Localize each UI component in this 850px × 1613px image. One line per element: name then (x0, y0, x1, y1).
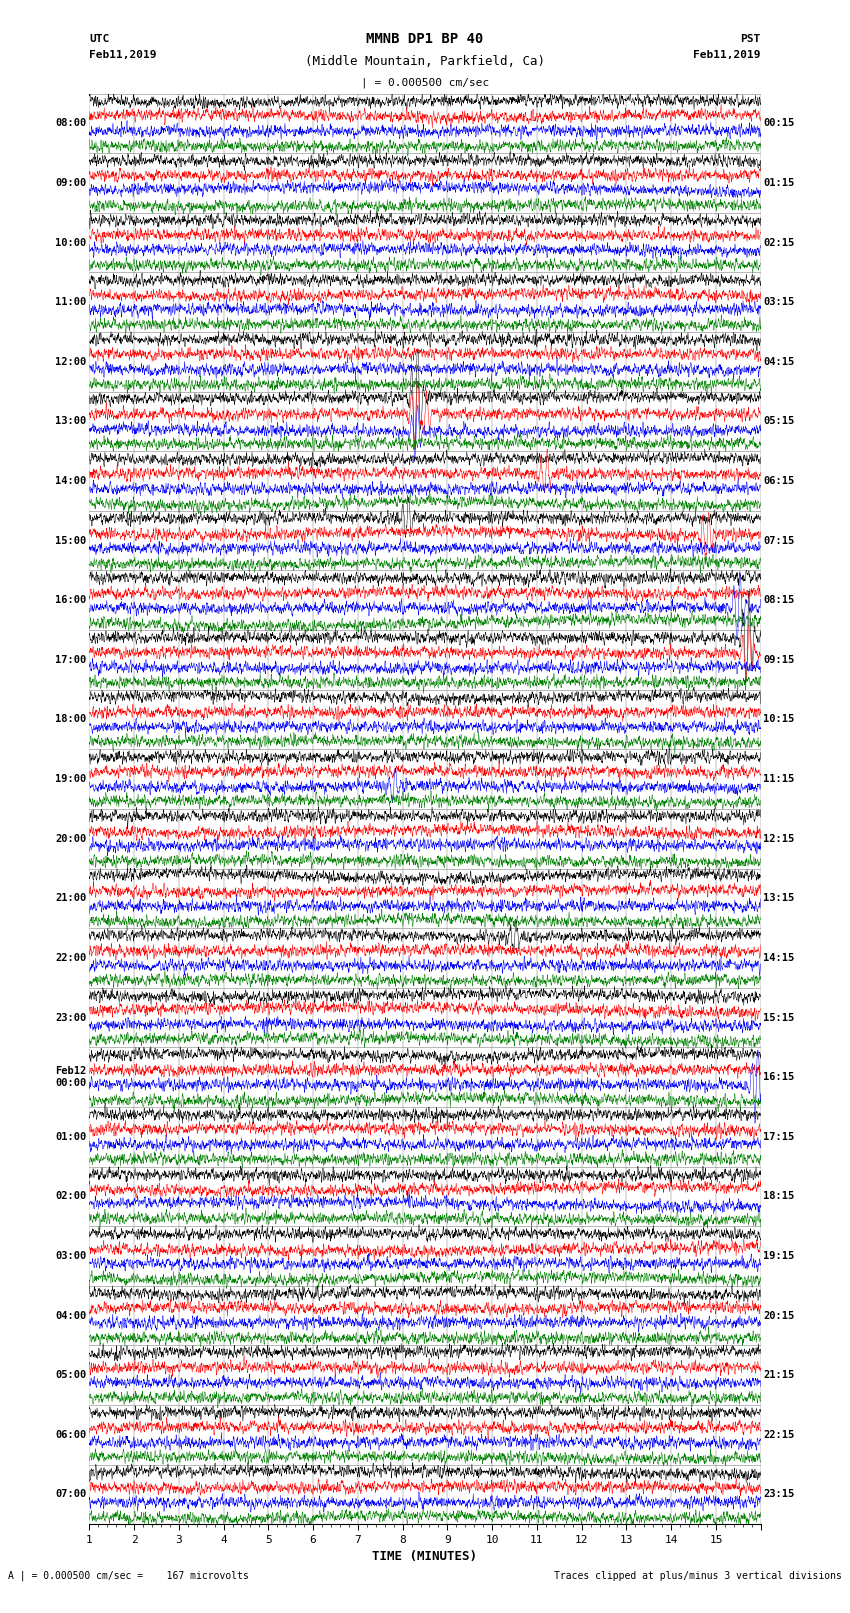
Text: 07:00: 07:00 (55, 1489, 87, 1500)
Text: Feb11,2019: Feb11,2019 (89, 50, 156, 60)
Text: 14:00: 14:00 (55, 476, 87, 486)
Text: 15:15: 15:15 (763, 1013, 795, 1023)
Text: 09:00: 09:00 (55, 177, 87, 189)
Text: 05:15: 05:15 (763, 416, 795, 426)
Text: 18:15: 18:15 (763, 1192, 795, 1202)
Text: 14:15: 14:15 (763, 953, 795, 963)
Text: 04:00: 04:00 (55, 1311, 87, 1321)
Text: | = 0.000500 cm/sec: | = 0.000500 cm/sec (361, 77, 489, 89)
Text: 21:15: 21:15 (763, 1371, 795, 1381)
Text: 10:15: 10:15 (763, 715, 795, 724)
Text: PST: PST (740, 34, 761, 44)
Text: 21:00: 21:00 (55, 894, 87, 903)
Text: 04:15: 04:15 (763, 356, 795, 366)
Text: 03:15: 03:15 (763, 297, 795, 306)
Text: 00:15: 00:15 (763, 118, 795, 129)
Text: 05:00: 05:00 (55, 1371, 87, 1381)
Text: 19:00: 19:00 (55, 774, 87, 784)
Text: 07:15: 07:15 (763, 536, 795, 545)
Text: 16:15: 16:15 (763, 1073, 795, 1082)
Text: 01:00: 01:00 (55, 1132, 87, 1142)
Text: 19:15: 19:15 (763, 1252, 795, 1261)
Text: 15:00: 15:00 (55, 536, 87, 545)
Text: 17:00: 17:00 (55, 655, 87, 665)
Text: 13:15: 13:15 (763, 894, 795, 903)
Text: Feb12
00:00: Feb12 00:00 (55, 1066, 87, 1089)
Text: 02:00: 02:00 (55, 1192, 87, 1202)
Text: 12:15: 12:15 (763, 834, 795, 844)
Text: 13:00: 13:00 (55, 416, 87, 426)
Text: 01:15: 01:15 (763, 177, 795, 189)
Text: 09:15: 09:15 (763, 655, 795, 665)
Text: 20:00: 20:00 (55, 834, 87, 844)
Text: 22:15: 22:15 (763, 1429, 795, 1440)
Text: 02:15: 02:15 (763, 237, 795, 247)
Text: 17:15: 17:15 (763, 1132, 795, 1142)
Text: (Middle Mountain, Parkfield, Ca): (Middle Mountain, Parkfield, Ca) (305, 55, 545, 68)
Text: MMNB DP1 BP 40: MMNB DP1 BP 40 (366, 32, 484, 47)
Text: 10:00: 10:00 (55, 237, 87, 247)
Text: 23:15: 23:15 (763, 1489, 795, 1500)
Text: UTC: UTC (89, 34, 110, 44)
Text: 12:00: 12:00 (55, 356, 87, 366)
Text: 18:00: 18:00 (55, 715, 87, 724)
X-axis label: TIME (MINUTES): TIME (MINUTES) (372, 1550, 478, 1563)
Text: A | = 0.000500 cm/sec =    167 microvolts: A | = 0.000500 cm/sec = 167 microvolts (8, 1569, 249, 1581)
Text: 08:15: 08:15 (763, 595, 795, 605)
Text: 20:15: 20:15 (763, 1311, 795, 1321)
Text: 23:00: 23:00 (55, 1013, 87, 1023)
Text: 06:15: 06:15 (763, 476, 795, 486)
Text: 11:00: 11:00 (55, 297, 87, 306)
Text: 22:00: 22:00 (55, 953, 87, 963)
Text: 08:00: 08:00 (55, 118, 87, 129)
Text: Traces clipped at plus/minus 3 vertical divisions: Traces clipped at plus/minus 3 vertical … (553, 1571, 842, 1581)
Text: 06:00: 06:00 (55, 1429, 87, 1440)
Text: 16:00: 16:00 (55, 595, 87, 605)
Text: Feb11,2019: Feb11,2019 (694, 50, 761, 60)
Text: 11:15: 11:15 (763, 774, 795, 784)
Text: 03:00: 03:00 (55, 1252, 87, 1261)
